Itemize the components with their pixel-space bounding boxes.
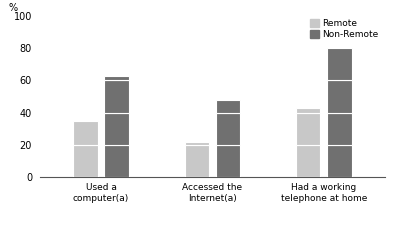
- Bar: [327, 48, 352, 80]
- Bar: [327, 80, 352, 113]
- Bar: [185, 145, 209, 177]
- Bar: [327, 113, 352, 145]
- Bar: [296, 145, 320, 177]
- Bar: [104, 80, 129, 113]
- Legend: Remote, Non-Remote: Remote, Non-Remote: [308, 17, 381, 41]
- Bar: [73, 121, 98, 145]
- Bar: [327, 145, 352, 177]
- Bar: [73, 145, 98, 177]
- Bar: [104, 76, 129, 80]
- Bar: [216, 145, 240, 177]
- Bar: [296, 113, 320, 145]
- Bar: [296, 108, 320, 113]
- Bar: [216, 100, 240, 113]
- Bar: [104, 113, 129, 145]
- Bar: [104, 145, 129, 177]
- Bar: [185, 142, 209, 145]
- Bar: [216, 113, 240, 145]
- Text: %: %: [9, 3, 18, 13]
